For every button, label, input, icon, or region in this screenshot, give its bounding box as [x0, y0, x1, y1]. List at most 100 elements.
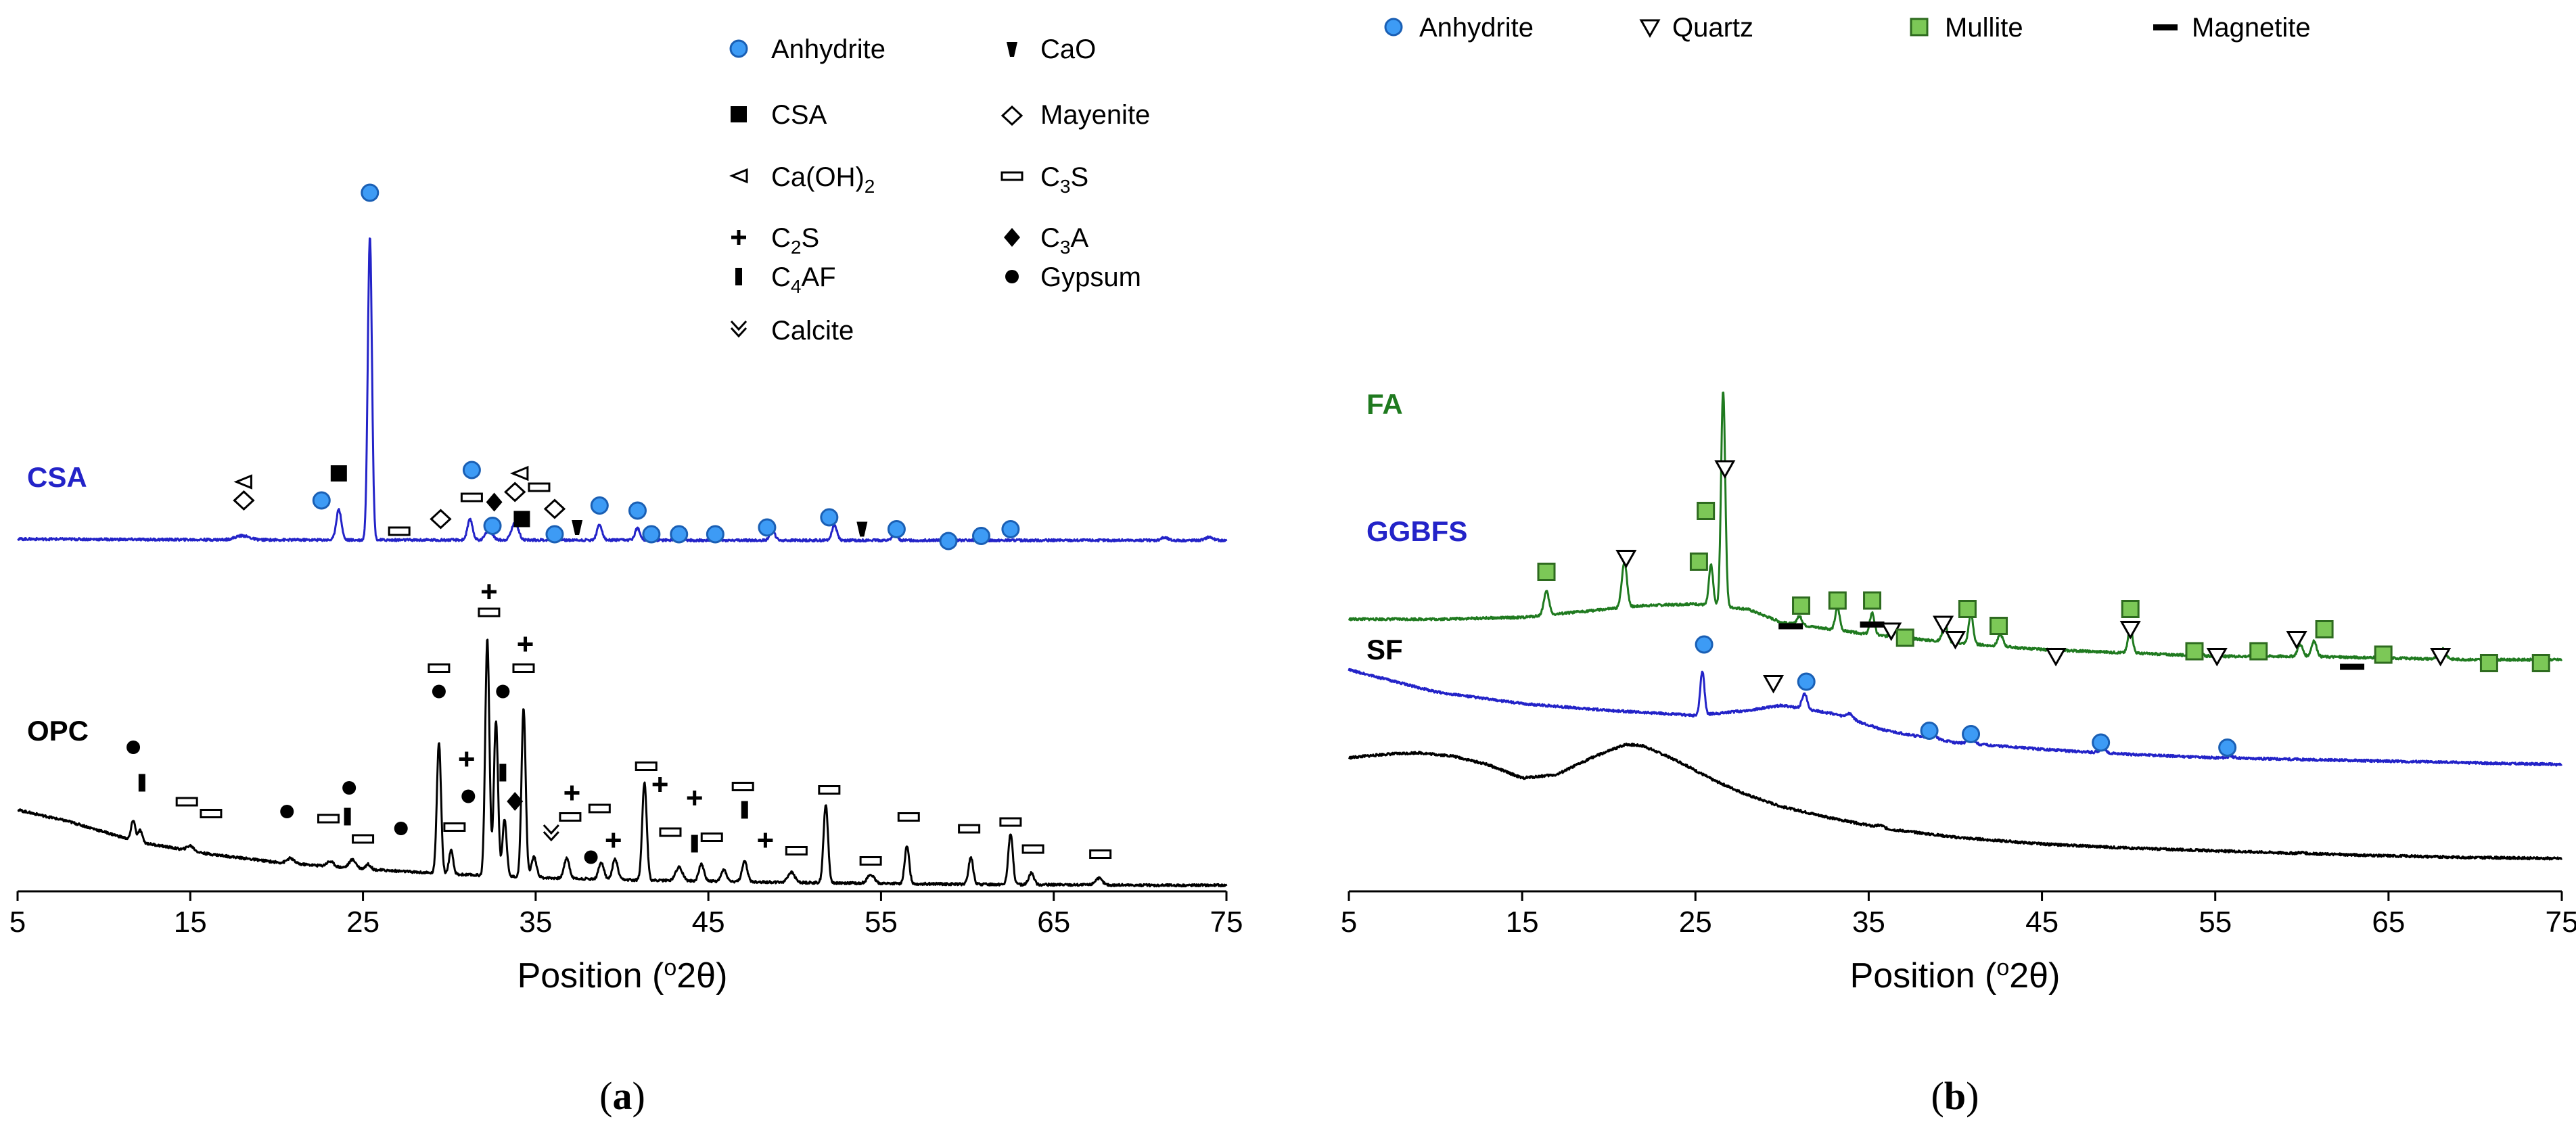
x-tick-label: 25: [346, 906, 380, 939]
marker-caoh2-csa: [233, 474, 252, 490]
peak-markers: [127, 183, 2550, 866]
legend-a-c3s-label: C3S: [1040, 162, 1088, 197]
marker-anhydrite-ggbfs: [2218, 738, 2237, 757]
marker-c3s-opc: [478, 607, 501, 617]
marker-mayenite-csa: [430, 509, 452, 530]
marker-c2s-opc: [481, 584, 497, 599]
anhydrite-symbol-b: [1384, 18, 1403, 37]
marker-anhydrite-ggbfs: [1962, 725, 1981, 743]
marker-anhydrite-csa: [758, 518, 777, 537]
marker-mullite-fa: [1537, 563, 1556, 581]
gypsum-symbol: [1005, 270, 1019, 283]
x-tick-label: 55: [865, 906, 898, 939]
marker-c3s-opc: [897, 812, 920, 822]
marker-gypsum-opc: [584, 850, 598, 864]
x-axis-label-b-tail: 2θ): [2009, 956, 2060, 995]
marker-anhydrite-csa: [462, 461, 481, 479]
marker-caoh2-csa: [509, 465, 529, 482]
series-label-sf: SF: [1366, 634, 1403, 665]
x-tick-label: 15: [174, 906, 207, 939]
x-tick-label: 45: [2025, 906, 2058, 939]
legend-a-gypsum: Gypsum: [1005, 262, 1141, 292]
marker-mullite-fa: [1689, 553, 1708, 571]
mayenite-symbol: [1001, 105, 1024, 126]
marker-c2s-opc: [605, 832, 621, 848]
marker-c3s-opc: [659, 827, 682, 837]
marker-anhydrite-csa: [887, 520, 906, 538]
marker-cao-csa: [856, 521, 868, 537]
marker-c4af-opc: [138, 774, 145, 792]
marker-anhydrite-csa: [670, 525, 689, 544]
legend-a-c3a-label: C3A: [1040, 223, 1088, 258]
c4af-tail: AF: [801, 262, 835, 292]
mullite-symbol-b: [1910, 18, 1929, 37]
marker-c3s-opc: [200, 809, 223, 818]
panel-a-letter: a: [613, 1074, 632, 1118]
x-tick-label: 75: [2546, 906, 2576, 939]
c3s-tail: S: [1070, 162, 1088, 192]
legend-a-mayenite-label: Mayenite: [1040, 100, 1150, 130]
panel-a-open: (: [599, 1074, 612, 1118]
marker-quartz-fa: [1714, 460, 1736, 479]
marker-anhydrite-csa: [820, 508, 839, 527]
legend-b-magnetite-label: Magnetite: [2192, 13, 2311, 43]
legend-a-csa-label: CSA: [771, 100, 827, 130]
marker-c3s-opc: [175, 797, 198, 807]
c4af-sub: 4: [791, 276, 802, 297]
marker-gypsum-opc: [432, 684, 446, 699]
marker-c3s-opc: [588, 803, 611, 814]
marker-c2s-opc: [564, 785, 580, 801]
marker-gypsum-opc: [127, 741, 141, 754]
c3a-sub: 3: [1060, 237, 1071, 258]
marker-c4af-opc: [741, 801, 748, 819]
panel-label-b: (b): [1931, 1074, 1979, 1118]
c2s-symbol: [731, 230, 746, 245]
caoh2-main: Ca(OH): [771, 162, 865, 192]
marker-csa-csa: [330, 465, 347, 482]
c4af-symbol: [735, 268, 742, 285]
marker-c3a-csa: [486, 492, 503, 512]
marker-gypsum-opc: [342, 781, 356, 795]
legend-a-caoh2-label: Ca(OH)2: [771, 162, 875, 197]
x-tick-label: 65: [1037, 906, 1070, 939]
x-axis-label-a-tail: 2θ): [676, 956, 727, 995]
legend-a-c3a: C3A: [1004, 223, 1088, 258]
marker-mullite-fa: [1958, 600, 1977, 618]
csa-symbol: [731, 106, 747, 122]
panel-b-close: ): [1966, 1074, 1979, 1118]
legend-a-cao-label: CaO: [1040, 34, 1096, 64]
legend-a-c4af-label: C4AF: [771, 262, 836, 297]
panel-b-open: (: [1931, 1074, 1944, 1118]
x-tick-label: 75: [1210, 906, 1243, 939]
c3a-tail: A: [1070, 223, 1088, 253]
marker-mullite-fa: [1697, 502, 1716, 520]
legend-a-gypsum-label: Gypsum: [1040, 262, 1141, 292]
caoh2-sub: 2: [865, 176, 875, 197]
marker-anhydrite-ggbfs: [1797, 672, 1816, 691]
trace-opc: [17, 638, 1228, 888]
marker-c3s-opc: [731, 782, 754, 791]
marker-anhydrite-csa: [590, 496, 609, 515]
legend-b-mullite: Mullite: [1910, 13, 2023, 43]
series-label-ggbfs: GGBFS: [1366, 515, 1467, 547]
legend-b-anhydrite-label: Anhydrite: [1419, 13, 1534, 43]
marker-c3s-opc: [958, 824, 981, 834]
marker-c2s-opc: [687, 791, 702, 805]
x-tick-label: 5: [9, 906, 26, 939]
legend-a-c2s-label: C2S: [771, 223, 819, 258]
marker-quartz-fa: [1932, 615, 1954, 635]
marker-mullite-fa: [1828, 591, 1847, 610]
x-tick-label: 45: [692, 906, 725, 939]
marker-mullite-fa: [2479, 654, 2498, 672]
legend-a-calcite: Calcite: [730, 316, 854, 346]
marker-magnetite-fa: [2340, 663, 2365, 670]
marker-quartz-fa: [1881, 622, 1902, 642]
c2s-main: C: [771, 223, 791, 253]
marker-quartz-ggbfs: [1762, 675, 1785, 694]
x-axis-label-a-main: Position (: [518, 956, 664, 995]
marker-c3s-csa: [460, 492, 483, 502]
marker-c3s-opc: [1089, 849, 1112, 859]
x-tick-label: 35: [519, 906, 552, 939]
marker-mullite-fa: [2374, 645, 2393, 664]
